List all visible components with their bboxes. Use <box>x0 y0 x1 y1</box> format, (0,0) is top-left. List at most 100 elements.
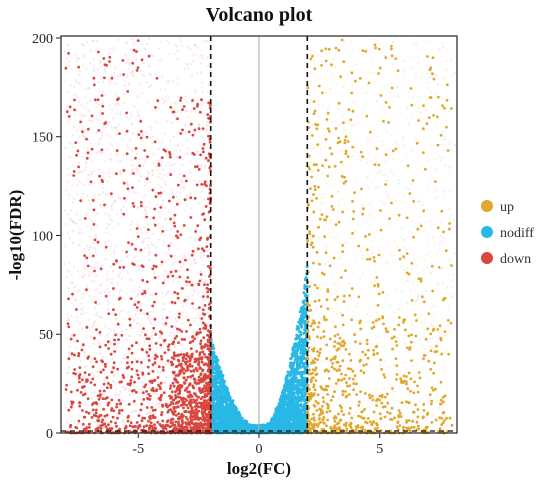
tint-dot <box>308 101 311 104</box>
tint-dot <box>104 126 107 129</box>
tint-dot <box>150 206 153 209</box>
tint-dot <box>417 272 420 275</box>
tint-dot <box>93 280 96 283</box>
tint-dot <box>113 331 116 334</box>
tint-dot <box>420 314 423 317</box>
y-axis-label: -log10(FDR) <box>6 190 25 281</box>
tint-dot <box>167 247 170 251</box>
tint-dot <box>341 85 344 88</box>
tint-dot <box>402 69 405 73</box>
tint-dot <box>164 261 167 264</box>
tint-dot <box>95 49 98 52</box>
tint-dot <box>383 386 386 389</box>
tint-dot <box>108 90 111 92</box>
tint-dot <box>428 251 431 254</box>
tint-dot <box>101 390 104 393</box>
tint-dot <box>324 166 327 170</box>
tint-dot <box>155 246 158 249</box>
tint-dot <box>183 209 186 212</box>
tint-dot <box>76 57 79 60</box>
tint-dot <box>341 114 345 117</box>
tint-dot <box>434 401 437 404</box>
tint-dot <box>99 59 102 62</box>
tint-dot <box>125 41 128 44</box>
tint-dot <box>330 235 333 238</box>
tint-dot <box>391 71 394 74</box>
tint-dot <box>72 241 75 245</box>
tint-dot <box>90 49 93 52</box>
tint-dot <box>107 123 110 126</box>
tint-dot <box>368 306 371 309</box>
point-nodiff <box>295 327 299 331</box>
tint-dot <box>151 54 154 58</box>
tint-dot <box>342 173 345 176</box>
tint-dot <box>410 149 413 152</box>
tint-dot <box>423 347 426 350</box>
tint-dot <box>115 345 119 348</box>
tint-dot <box>388 197 391 201</box>
tint-dot <box>81 171 84 174</box>
tint-dot <box>119 259 122 262</box>
tint-dot <box>170 121 173 124</box>
tint-dot <box>448 208 451 211</box>
tint-dot <box>441 75 444 79</box>
tint-dot <box>341 197 344 200</box>
tint-dot <box>376 417 379 421</box>
tint-dot <box>419 77 422 80</box>
tint-dot <box>400 290 403 293</box>
tint-dot <box>431 302 434 305</box>
tint-dot <box>171 164 174 167</box>
tint-dot <box>199 255 202 258</box>
tint-dot <box>407 332 410 335</box>
tint-dot <box>417 295 420 298</box>
tint-dot <box>184 152 187 155</box>
tint-dot <box>312 146 315 149</box>
tint-dot <box>377 228 380 231</box>
tint-dot <box>403 257 406 261</box>
tint-dot <box>426 241 429 244</box>
tint-dot <box>172 235 175 238</box>
tint-dot <box>434 198 437 201</box>
tint-dot <box>407 90 410 94</box>
tint-dot <box>341 163 344 167</box>
tint-dot <box>156 204 159 207</box>
tint-dot <box>101 90 104 93</box>
tint-dot <box>166 279 169 282</box>
tint-dot <box>135 322 138 325</box>
tint-dot <box>68 48 71 51</box>
tint-dot <box>82 293 85 296</box>
tint-dot <box>429 75 432 78</box>
tint-dot <box>69 54 72 58</box>
tint-dot <box>431 346 434 350</box>
tint-dot <box>65 276 68 279</box>
tint-dot <box>140 388 143 392</box>
tint-dot <box>95 131 98 134</box>
tint-dot <box>148 72 151 75</box>
tint-dot <box>113 374 116 378</box>
tint-dot <box>420 321 423 324</box>
tint-dot <box>398 182 401 185</box>
tint-dot <box>333 283 336 286</box>
tint-dot <box>87 138 90 141</box>
tint-dot <box>130 279 133 282</box>
tint-dot <box>66 421 69 424</box>
tint-dot <box>200 164 203 167</box>
point-nodiff <box>287 393 291 397</box>
tint-dot <box>104 418 107 421</box>
tint-dot <box>411 65 414 68</box>
tint-dot <box>406 306 410 309</box>
tint-dot <box>425 266 428 269</box>
tint-dot <box>338 180 341 183</box>
tint-dot <box>169 139 172 142</box>
tint-dot <box>91 279 94 282</box>
point-nodiff <box>278 398 282 402</box>
tint-dot <box>67 64 70 67</box>
tint-dot <box>121 170 124 173</box>
tint-dot <box>92 58 96 61</box>
tint-dot <box>82 126 85 129</box>
tint-dot <box>321 282 324 285</box>
tint-dot <box>392 198 395 201</box>
tint-dot <box>121 250 124 253</box>
tint-dot <box>429 219 432 222</box>
tint-dot <box>379 169 382 172</box>
